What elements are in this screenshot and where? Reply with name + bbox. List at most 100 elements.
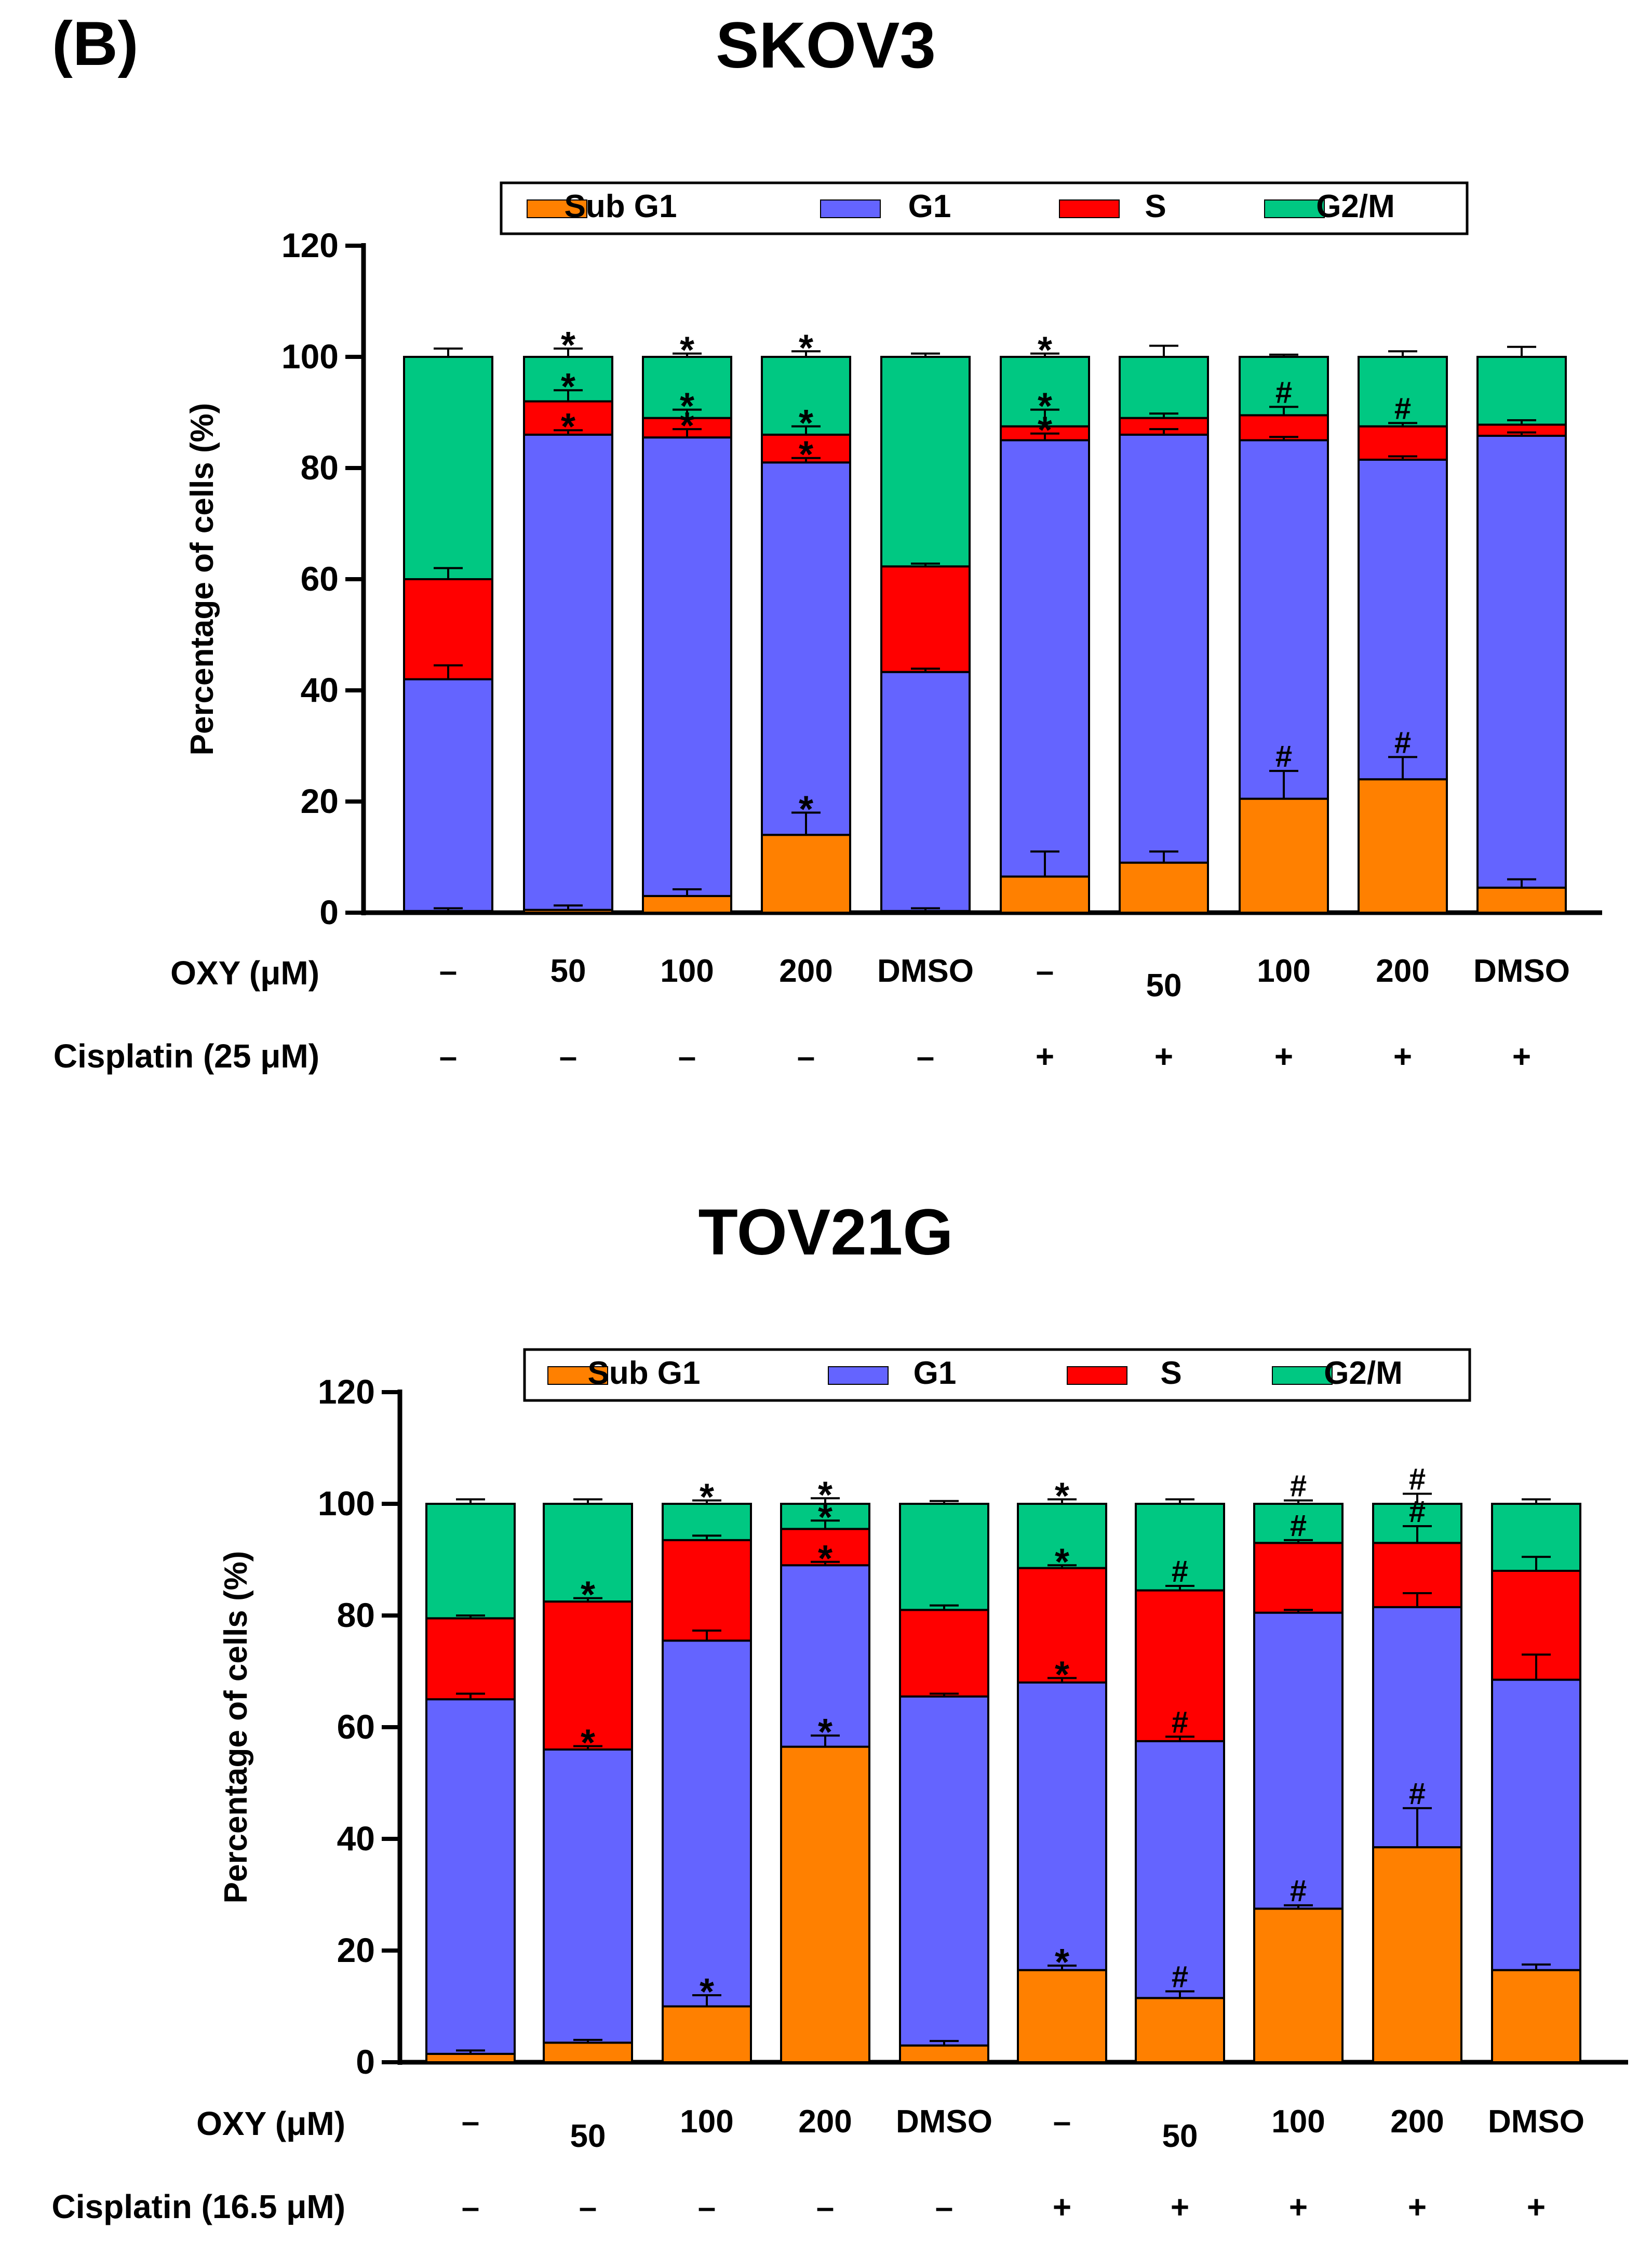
bar-segment-g1 xyxy=(543,1748,633,2044)
bar-segment-g2-m xyxy=(425,1503,516,1620)
significance-mark: * xyxy=(680,386,694,428)
bar-segment-g2-m xyxy=(662,1503,752,1541)
bar-segment-sub-g1 xyxy=(761,834,851,914)
bar-segment-g1 xyxy=(1119,433,1209,864)
y-tick-label: 60 xyxy=(301,559,339,598)
bar-segment-g1 xyxy=(1491,1678,1581,1971)
bar-segment-g2-m xyxy=(1135,1503,1225,1592)
x-tick-label-cisplatin: + xyxy=(1036,1039,1054,1075)
bar-segment-sub-g1 xyxy=(543,2041,633,2063)
significance-mark: # xyxy=(1409,1463,1426,1497)
bar-segment-sub-g1 xyxy=(1372,1846,1462,2063)
legend-label: S xyxy=(1145,189,1166,224)
bar-segment-s xyxy=(403,578,493,680)
x-tick-label-cisplatin: – xyxy=(816,2189,834,2225)
x-tick-label-oxy: 200 xyxy=(1376,953,1429,989)
y-tick-label: 40 xyxy=(337,1819,375,1858)
x-tick-label-oxy: 100 xyxy=(660,953,714,989)
x-tick-label-cisplatin: + xyxy=(1154,1039,1173,1075)
bar-segment-g1 xyxy=(899,1695,989,2047)
significance-mark: # xyxy=(1290,1874,1307,1908)
bar-segment-s xyxy=(880,565,971,673)
significance-mark: * xyxy=(561,406,575,448)
row-label-cisplatin: Cisplatin (25 μM) xyxy=(53,1037,319,1075)
x-tick-label-cisplatin: – xyxy=(439,1039,457,1075)
significance-mark: * xyxy=(818,1538,832,1580)
x-tick-label-cisplatin: – xyxy=(559,1039,577,1075)
significance-mark: * xyxy=(1055,1475,1069,1517)
significance-mark: # xyxy=(1290,1470,1307,1503)
bar-segment-s xyxy=(899,1609,989,1698)
y-tick-label: 80 xyxy=(337,1596,375,1634)
x-tick-label-oxy: DMSO xyxy=(877,953,974,989)
significance-mark: * xyxy=(561,366,575,408)
x-tick-label-oxy: 100 xyxy=(680,2104,733,2140)
legend-label: Sub G1 xyxy=(564,189,677,224)
significance-mark: # xyxy=(1275,740,1292,773)
legend-swatch xyxy=(1264,199,1325,218)
bar-segment-sub-g1 xyxy=(642,894,732,914)
legend-swatch xyxy=(1067,1366,1127,1385)
bar-segment-sub-g1 xyxy=(1119,861,1209,914)
significance-mark: # xyxy=(1172,1705,1188,1739)
x-tick-label-cisplatin: + xyxy=(1171,2189,1189,2225)
y-tick-label: 100 xyxy=(281,337,339,376)
bar-segment-g2-m xyxy=(543,1503,633,1603)
legend-swatch xyxy=(1059,199,1120,218)
bar-segment-g1 xyxy=(1000,439,1090,878)
x-tick-label-cisplatin: – xyxy=(678,1039,696,1075)
bar-segment-g2-m xyxy=(1476,356,1567,426)
bar-segment-sub-g1 xyxy=(1017,1969,1107,2063)
row-label-oxy: OXY (μM) xyxy=(170,954,319,992)
x-tick-label-oxy: 50 xyxy=(570,2118,606,2154)
chart-skov3: SKOV3 Sub G1 G1 S G2/M 0 20 40 60 80 100 120 Percent… xyxy=(53,9,1602,1075)
bar-segment-sub-g1 xyxy=(1358,778,1448,914)
y-tick-label: 100 xyxy=(318,1484,375,1523)
bar-segment-sub-g1 xyxy=(1491,1969,1581,2063)
bar-segment-s xyxy=(425,1617,516,1701)
legend-swatch xyxy=(547,1366,608,1385)
x-tick-label-oxy: 100 xyxy=(1271,2104,1325,2140)
significance-mark: # xyxy=(1275,376,1292,409)
bar-segment-sub-g1 xyxy=(1000,875,1090,914)
y-tick-label: 20 xyxy=(301,782,339,820)
bar-segment-g1 xyxy=(1253,1611,1344,1910)
legend-label: G1 xyxy=(914,1355,957,1391)
significance-mark: * xyxy=(680,330,694,371)
bar-segment-s xyxy=(780,1528,870,1567)
chart-title: SKOV3 xyxy=(716,9,936,82)
legend-swatch xyxy=(828,1366,889,1385)
x-tick-label-oxy: – xyxy=(1053,2104,1071,2140)
legend-label: G2/M xyxy=(1324,1355,1403,1391)
x-tick-label-cisplatin: + xyxy=(1527,2189,1546,2225)
bar-segment-g1 xyxy=(1239,439,1329,800)
significance-mark: * xyxy=(1038,386,1052,428)
x-tick-label-oxy: DMSO xyxy=(1488,2104,1584,2140)
x-tick-label-oxy: 200 xyxy=(798,2104,852,2140)
significance-mark: * xyxy=(799,327,813,369)
bar-segment-g1 xyxy=(1017,1681,1107,1971)
bar-segment-g2-m xyxy=(403,356,493,580)
bar-segment-g2-m xyxy=(761,356,851,436)
x-tick-label-cisplatin: + xyxy=(1289,2189,1308,2225)
significance-mark: * xyxy=(1038,330,1052,371)
significance-mark: * xyxy=(799,403,813,444)
row-label-cisplatin: Cisplatin (16.5 μM) xyxy=(52,2188,345,2225)
x-tick-label-oxy: DMSO xyxy=(1473,953,1570,989)
x-tick-label-cisplatin: + xyxy=(1408,2189,1427,2225)
significance-mark: # xyxy=(1409,1777,1426,1811)
bar-segment-g1 xyxy=(1135,1740,1225,1999)
bar-segment-g1 xyxy=(523,433,613,911)
bar-segment-s xyxy=(523,400,613,436)
significance-mark: # xyxy=(1394,392,1411,425)
significance-mark: # xyxy=(1409,1495,1426,1529)
bar-segment-g1 xyxy=(403,678,493,912)
bar-segment-s xyxy=(1253,1542,1344,1614)
significance-mark: * xyxy=(818,1474,832,1516)
y-tick-label: 0 xyxy=(356,2042,375,2081)
bar-segment-sub-g1 xyxy=(1135,1997,1225,2063)
bar-segment-g1 xyxy=(1476,434,1567,889)
x-tick-label-oxy: 200 xyxy=(1390,2104,1444,2140)
legend-swatch xyxy=(820,199,881,218)
